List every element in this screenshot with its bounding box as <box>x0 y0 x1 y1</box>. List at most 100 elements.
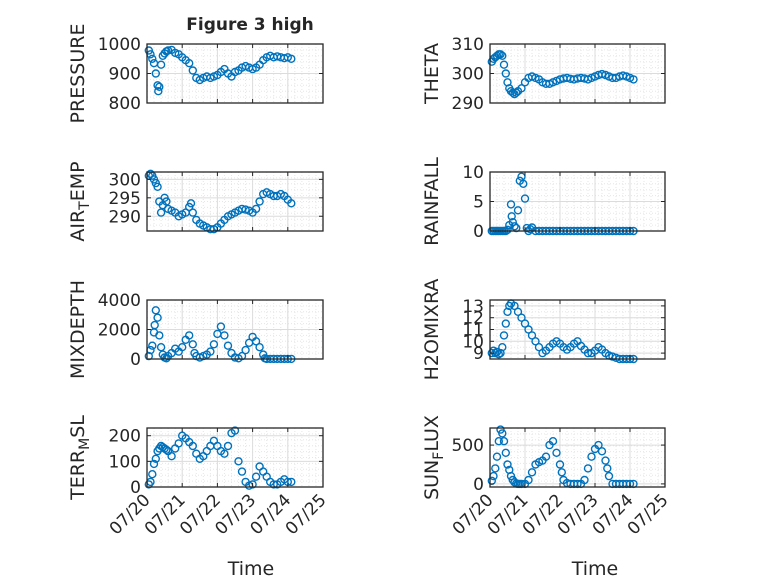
data-point <box>513 307 523 316</box>
y-tick-label: 300 <box>452 65 484 85</box>
data-point <box>517 313 526 322</box>
data-point <box>557 468 566 477</box>
y-label-tail: LUX <box>421 415 443 452</box>
data-point <box>251 472 261 481</box>
data-point <box>167 452 176 461</box>
data-point <box>583 464 593 473</box>
y-axis-label: TERRMSL <box>67 415 93 501</box>
data-point <box>163 46 173 55</box>
data-point <box>155 331 164 340</box>
data-point <box>174 439 183 448</box>
data-point <box>148 341 157 350</box>
data-point <box>508 217 517 227</box>
data-point <box>154 86 163 96</box>
data-point <box>524 325 533 334</box>
data-point <box>251 337 261 346</box>
y-label-tail: SL <box>67 415 89 438</box>
data-point <box>188 340 198 349</box>
y-tick-label: 290 <box>109 207 141 227</box>
data-point <box>503 225 512 235</box>
data-point <box>216 322 226 331</box>
data-point <box>287 477 296 487</box>
data-point <box>587 452 596 461</box>
y-axis-label: AIRTEMP <box>67 161 93 241</box>
y-tick-label: 10 <box>462 332 484 352</box>
data-point <box>156 343 166 352</box>
data-point <box>151 454 161 463</box>
data-point <box>527 331 537 340</box>
data-point <box>150 320 159 330</box>
data-point <box>287 199 296 208</box>
data-point <box>507 212 516 221</box>
y-tick-label: 10 <box>462 163 484 183</box>
data-point <box>501 69 510 78</box>
data-point <box>498 51 507 60</box>
data-point <box>241 345 250 355</box>
data-point <box>162 354 171 363</box>
data-point <box>162 197 171 206</box>
data-point <box>156 208 166 217</box>
axes-box <box>146 171 324 232</box>
panel-theta: 290 300 310 THETA <box>421 35 666 114</box>
data-point <box>603 464 612 473</box>
y-label-subscript: M <box>77 438 93 450</box>
y-axis-label: THETA <box>421 43 443 105</box>
data-point <box>184 331 194 340</box>
panel-rainfall: 0 5 10 RAINFALL <box>421 157 666 246</box>
data-point <box>512 88 521 97</box>
data-point <box>526 224 535 234</box>
data-point <box>534 343 544 352</box>
data-point <box>151 306 161 315</box>
data-point <box>501 448 510 457</box>
data-point <box>223 341 233 350</box>
data-point <box>220 449 229 458</box>
data-point <box>491 464 500 473</box>
data-point <box>153 81 162 90</box>
data-point <box>629 75 638 84</box>
data-point <box>209 340 219 349</box>
data-point <box>148 470 157 479</box>
data-point <box>520 194 530 203</box>
x-axis-label-right: Time <box>571 558 619 580</box>
y-tick-label: 0 <box>130 478 141 498</box>
data-point <box>188 66 198 75</box>
data-point <box>162 445 171 454</box>
data-point <box>548 437 558 446</box>
data-point <box>531 337 540 346</box>
y-axis-label: SUNFLUX <box>421 415 447 500</box>
y-tick-label: 1000 <box>98 35 141 55</box>
y-axis-label: H2OMIXRA <box>421 279 443 381</box>
data-point <box>580 475 589 485</box>
y-tick-label: 11 <box>462 321 484 341</box>
data-point <box>527 468 537 477</box>
y-tick-label: 0 <box>130 350 141 370</box>
data-point <box>148 54 157 63</box>
axes-box <box>146 427 324 488</box>
y-label-subscript: T <box>77 201 93 211</box>
data-point <box>510 222 519 231</box>
data-point <box>508 88 517 97</box>
data-point <box>499 331 509 340</box>
data-point <box>255 343 264 352</box>
data-point <box>269 480 278 489</box>
x-axis-label-left: Time <box>227 558 275 580</box>
data-point <box>520 319 530 328</box>
y-label-main: AIR <box>67 210 89 242</box>
y-tick-label: 13 <box>462 297 484 317</box>
data-point <box>541 452 551 461</box>
y-label-main: TERR <box>67 450 89 501</box>
data-point <box>555 460 565 469</box>
data-point <box>188 208 198 217</box>
y-tick-label: 12 <box>462 309 484 329</box>
data-point <box>234 457 243 466</box>
y-axis-label: PRESSURE <box>67 24 89 124</box>
data-point <box>496 50 505 59</box>
y-tick-label: 295 <box>109 189 141 209</box>
data-point <box>499 437 509 446</box>
data-point <box>186 199 196 208</box>
data-point <box>513 206 523 215</box>
data-point <box>498 429 507 438</box>
data-point <box>594 440 603 450</box>
data-point <box>237 467 247 476</box>
